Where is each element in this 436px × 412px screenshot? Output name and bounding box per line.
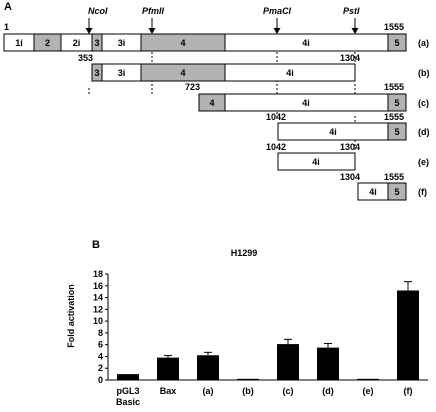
segment-a-4-label: 4 <box>180 38 185 48</box>
panel-a-label: A <box>4 1 12 13</box>
y-tick-label: 12 <box>93 304 103 314</box>
site-pmaci-arrow <box>273 18 281 117</box>
coord-start: 1 <box>4 22 9 32</box>
segment-a-4i-label: 4i <box>302 38 310 48</box>
coord-e-start: 1042 <box>266 142 286 152</box>
site-pfmli-arrow <box>148 18 156 96</box>
segment-b-4i-label: 4i <box>286 68 294 78</box>
y-tick-label: 18 <box>93 269 103 279</box>
segment-a-5 <box>387 33 407 52</box>
segment-b-4i <box>224 63 356 82</box>
site-ncoi-arrow <box>85 18 93 96</box>
coord-e-end: 1304 <box>340 142 360 152</box>
bar <box>317 347 339 380</box>
bar <box>277 344 299 380</box>
bar <box>197 355 219 380</box>
bar <box>237 378 259 380</box>
x-tick-label: (f) <box>404 386 413 396</box>
segment-a-5-label: 5 <box>394 38 399 48</box>
construct-b: 3 3i 4 4i (b) <box>91 63 430 82</box>
segment-a-2i-label: 2i <box>73 38 81 48</box>
panel-a: A NcoI PfmlI PmaCI PstI <box>3 1 430 201</box>
construct-d: 4i 5 (d) <box>277 122 430 141</box>
y-tick-label: 2 <box>98 363 103 373</box>
construct-c-label: (c) <box>418 98 429 108</box>
y-tick-label: 6 <box>98 340 103 350</box>
panel-b: B H1299 Fold activation 024681012141618 … <box>66 239 428 407</box>
segment-d-5-label: 5 <box>394 127 399 137</box>
coord-end-a: 1555 <box>384 22 404 32</box>
site-ncoi-label: NcoI <box>88 6 108 16</box>
coord-d-end: 1555 <box>384 112 404 122</box>
segment-b-3i-label: 3i <box>118 68 126 78</box>
construct-a: 1i 2 2i 3 3i 4 4i 5 (a) <box>3 33 429 52</box>
segment-e-4i-label: 4i <box>312 157 320 167</box>
coord-f-start: 1304 <box>340 172 360 182</box>
segment-f-5 <box>387 182 407 201</box>
construct-f: 4i 5 (f) <box>357 182 427 201</box>
bar <box>357 378 379 380</box>
segment-c-4i-label: 4i <box>302 98 310 108</box>
segment-b-3-label: 3 <box>94 68 99 78</box>
y-tick-label: 8 <box>98 328 103 338</box>
x-tick-label: pGL3 <box>116 386 139 396</box>
bar <box>117 374 139 380</box>
construct-f-label: (f) <box>418 187 427 197</box>
coord-c-end: 1555 <box>384 82 404 92</box>
segment-e-4i <box>277 152 356 171</box>
x-tick-label: Bax <box>160 386 177 396</box>
construct-e: 4i (e) <box>277 152 429 171</box>
segment-b-4-label: 4 <box>180 68 185 78</box>
construct-d-label: (d) <box>418 127 430 137</box>
construct-c: 4 4i 5 (c) <box>198 93 429 112</box>
y-tick-label: 16 <box>93 281 103 291</box>
y-tick-label: 10 <box>93 316 103 326</box>
segment-c-5-label: 5 <box>394 98 399 108</box>
restriction-sites: NcoI PfmlI PmaCI PstI <box>85 6 360 150</box>
segment-d-5 <box>387 122 407 141</box>
segment-a-3i-label: 3i <box>118 38 126 48</box>
site-psti-label: PstI <box>343 6 360 16</box>
x-tick-label: (a) <box>203 386 214 396</box>
x-tick-label: Basic <box>116 397 140 407</box>
panel-b-label: B <box>92 239 100 251</box>
x-tick-label: (d) <box>322 386 334 396</box>
segment-a-3-label: 3 <box>94 38 99 48</box>
y-axis-label: Fold activation <box>66 284 76 348</box>
construct-e-label: (e) <box>418 157 429 167</box>
coordinate-labels: 1 1555 353 1304 723 1555 1042 1555 1042 … <box>4 22 404 182</box>
coord-psti-b: 1304 <box>340 53 360 63</box>
site-pfmli-label: PfmlI <box>142 6 165 16</box>
bars <box>117 281 419 380</box>
coord-d-start: 1042 <box>266 112 286 122</box>
x-tick-label: (e) <box>363 386 374 396</box>
coord-f-end: 1555 <box>384 172 404 182</box>
bar <box>157 357 179 380</box>
segment-f-5-label: 5 <box>394 187 399 197</box>
bar <box>397 290 419 380</box>
y-tick-label: 0 <box>98 375 103 385</box>
segment-f-4i-label: 4i <box>369 187 377 197</box>
chart-title: H1299 <box>231 248 258 258</box>
segment-c-5 <box>387 93 407 112</box>
segment-a-2-label: 2 <box>45 38 50 48</box>
coord-c-start: 723 <box>185 82 200 92</box>
construct-b-label: (b) <box>418 68 430 78</box>
segment-a-1i-label: 1i <box>15 38 23 48</box>
segment-d-4i-label: 4i <box>329 127 337 137</box>
coord-ncoi: 353 <box>78 53 93 63</box>
segment-c-4-label: 4 <box>209 98 214 108</box>
x-tick-label: (c) <box>283 386 294 396</box>
x-tick-label: (b) <box>242 386 254 396</box>
construct-a-label: (a) <box>418 38 429 48</box>
y-tick-label: 4 <box>98 351 103 361</box>
y-tick-label: 14 <box>93 293 103 303</box>
site-pmaci-label: PmaCI <box>263 6 292 16</box>
